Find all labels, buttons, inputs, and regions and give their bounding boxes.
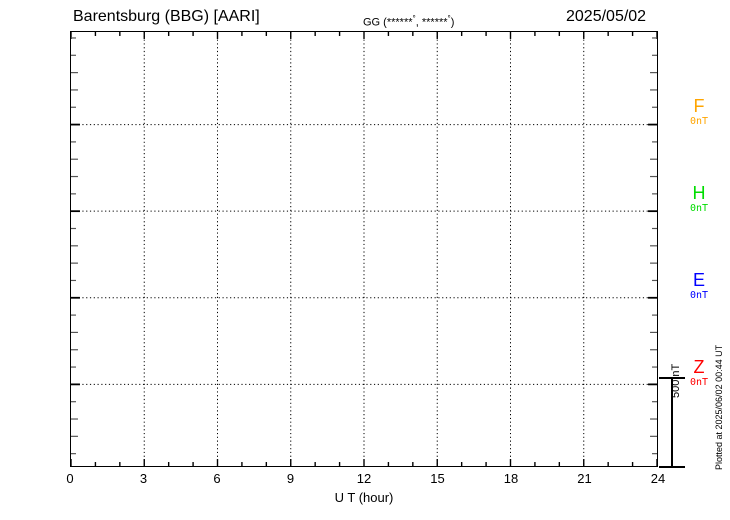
geographic-coordinates: GG (******°, ******°): [363, 12, 454, 30]
component-letter-f: F: [693, 96, 705, 116]
axis-ticks: [71, 32, 657, 466]
coords-lon-degree-icon: °: [447, 14, 451, 23]
page-title: Barentsburg (BBG) [AARI]: [73, 8, 260, 25]
coords-suffix: ): [450, 16, 455, 29]
x-tick-label-9: 9: [286, 471, 295, 486]
plotted-at-timestamp: Plotted at 2025/06/02 00:44 UT: [714, 344, 724, 470]
x-tick-label-3: 3: [139, 471, 148, 486]
observation-date: 2025/05/02: [566, 8, 647, 25]
x-tick-label-12: 12: [356, 471, 372, 486]
component-letter-h: H: [692, 183, 706, 203]
component-zero-level-z: 0nT: [689, 377, 709, 388]
component-label-z: Z 0nT: [668, 358, 730, 389]
coords-prefix: GG (: [363, 16, 387, 29]
scale-bar-label: 500 nT: [670, 363, 682, 398]
component-label-e: E 0nT: [668, 271, 730, 302]
component-letter-z: Z: [693, 357, 705, 377]
x-tick-label-15: 15: [430, 471, 445, 486]
data-traces: [71, 32, 657, 466]
coords-longitude: ******: [421, 16, 448, 29]
scale-bar: [659, 377, 685, 468]
component-label-h: H 0nT: [668, 184, 730, 215]
coords-latitude: ******: [386, 16, 413, 29]
x-tick-label-24: 24: [650, 471, 666, 486]
magnetogram-plot-area: [70, 31, 658, 467]
x-axis-title: U T (hour): [334, 490, 394, 505]
component-letter-e: E: [692, 270, 705, 290]
x-tick-label-6: 6: [213, 471, 221, 486]
x-tick-label-21: 21: [577, 471, 592, 486]
grid-lines: [71, 32, 657, 466]
scale-bar-bottom-cap: [659, 466, 685, 468]
component-zero-level-f: 0nT: [689, 116, 709, 127]
coords-lat-degree-icon: °: [412, 14, 416, 23]
component-zero-level-e: 0nT: [689, 290, 709, 301]
coords-separator: ,: [415, 16, 422, 29]
x-tick-label-0: 0: [66, 471, 74, 486]
x-tick-label-18: 18: [503, 471, 519, 486]
component-zero-level-h: 0nT: [689, 203, 709, 214]
component-label-f: F 0nT: [668, 97, 730, 128]
scale-bar-stem: [671, 377, 673, 468]
